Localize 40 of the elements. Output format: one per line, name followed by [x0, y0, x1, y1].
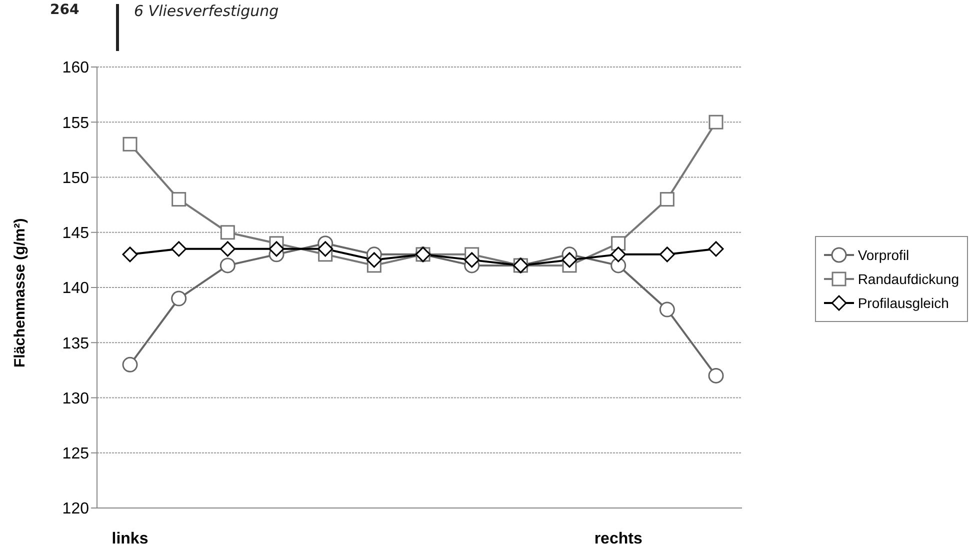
point	[122, 356, 138, 372]
point	[611, 236, 626, 251]
legend-label: Randaufdickung	[858, 271, 959, 287]
point	[171, 241, 187, 257]
x-tick-label: rechts	[594, 530, 642, 548]
legend-label: Vorprofil	[858, 247, 910, 263]
point	[220, 241, 236, 257]
point	[659, 302, 675, 318]
y-tick-label: 155	[62, 114, 90, 132]
point	[366, 252, 382, 268]
y-tick-label: 140	[62, 280, 90, 298]
point	[660, 192, 674, 207]
point	[172, 192, 186, 207]
point	[708, 368, 724, 384]
text: 6 Vliesverfestigung	[134, 2, 279, 20]
y-tick-label: 125	[62, 446, 90, 463]
y-tick-label: 135	[62, 335, 90, 352]
x-tick-label: links	[112, 530, 148, 548]
y-tick-label: 130	[62, 390, 90, 408]
y-tick-label: 160	[62, 60, 90, 77]
point	[562, 252, 578, 268]
y-axis-title: Flächenmasse (g/m²)	[11, 218, 28, 368]
point	[220, 225, 235, 240]
point	[708, 114, 724, 130]
point	[610, 258, 626, 274]
y-tick-label: 145	[62, 225, 90, 242]
point	[220, 258, 236, 274]
point	[268, 241, 284, 257]
point	[610, 246, 626, 262]
y-tick-label: 150	[62, 170, 90, 187]
point	[464, 252, 480, 268]
point	[318, 241, 334, 257]
point	[659, 246, 675, 262]
point	[122, 136, 138, 152]
point	[708, 241, 724, 257]
point	[171, 290, 187, 306]
text: 264	[50, 2, 80, 18]
point	[122, 246, 138, 262]
y-tick-label: 120	[62, 500, 90, 518]
legend-label: Profilausgleich	[858, 295, 949, 311]
